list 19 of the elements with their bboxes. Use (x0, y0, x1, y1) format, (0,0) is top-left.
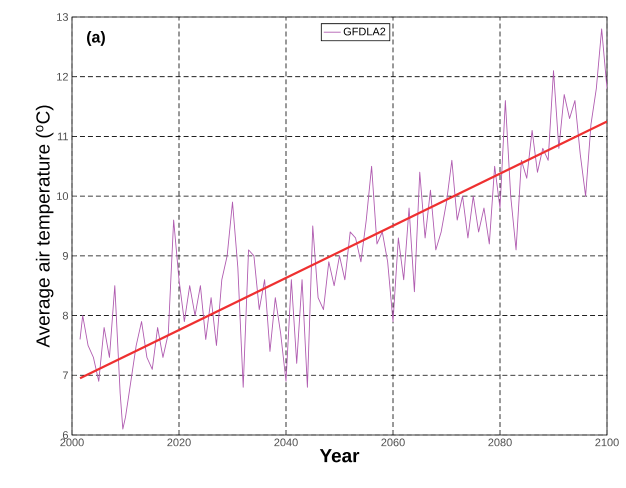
line-series (80, 28, 608, 430)
x-tick-label: 2020 (167, 438, 191, 446)
y-tick-label: 8 (62, 312, 68, 320)
y-axis-title: Average air temperature ($^{o}$C) (36, 106, 54, 348)
x-tick-label: 2040 (274, 438, 298, 446)
x-tick-label: 2080 (488, 438, 512, 446)
y-tick-label: 10 (57, 192, 68, 200)
x-tick-label: 2060 (381, 438, 405, 446)
legend-label: GFDLA2 (344, 28, 386, 36)
y-tick-label: 6 (62, 431, 68, 439)
annotation: (a) (87, 30, 105, 46)
x-tick-label: 2000 (60, 438, 84, 446)
y-tick-label: 13 (57, 13, 68, 21)
y-tick-label: 11 (58, 132, 68, 140)
y-tick-label: 12 (57, 72, 68, 81)
x-tick-label: 2100 (595, 438, 619, 446)
y-tick-label: 7 (62, 372, 68, 380)
x-axis-title: Year (320, 449, 360, 462)
y-tick-label: 9 (62, 252, 68, 260)
